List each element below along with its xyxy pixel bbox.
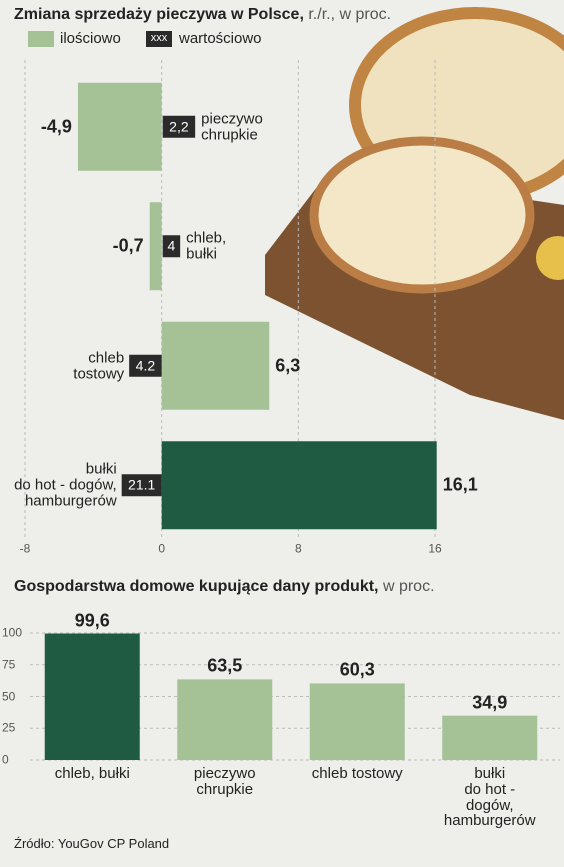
category-label: chleb tostowy bbox=[73, 349, 125, 382]
bar bbox=[442, 715, 538, 760]
value-label: 34,9 bbox=[472, 692, 508, 713]
bar bbox=[309, 683, 405, 760]
x-tick-label: 8 bbox=[294, 541, 302, 556]
value-label: -0,7 bbox=[112, 235, 144, 256]
legend-label: wartościowo bbox=[179, 30, 262, 48]
legend-sample: xxx bbox=[150, 32, 168, 45]
legend-label: ilościowo bbox=[60, 30, 121, 48]
bar bbox=[177, 679, 273, 760]
y-tick-label: 25 bbox=[2, 720, 16, 735]
value-box-label: 4 bbox=[167, 237, 176, 254]
x-tick-label: 16 bbox=[428, 541, 442, 556]
value-box bbox=[121, 474, 162, 497]
value-label: 63,5 bbox=[207, 655, 243, 676]
value-box bbox=[162, 235, 181, 258]
value-box-label: 4.2 bbox=[135, 357, 156, 374]
chart-title: Gospodarstwa domowe kupujące dany produk… bbox=[14, 578, 435, 595]
bar bbox=[77, 82, 162, 171]
chart-title: Zmiana sprzedaży pieczywa w Polsce, r./r… bbox=[14, 6, 392, 23]
y-tick-label: 0 bbox=[2, 752, 9, 767]
oil bbox=[536, 236, 564, 280]
value-label: 99,6 bbox=[74, 610, 110, 631]
value-label: 16,1 bbox=[442, 474, 478, 495]
y-tick-label: 75 bbox=[2, 657, 16, 672]
legend-swatch bbox=[28, 31, 54, 47]
category-label: bułki do hot - dogów, hamburgerów bbox=[14, 460, 117, 510]
category-label: chleb, bułki bbox=[54, 765, 130, 782]
category-label: pieczywo chrupkie bbox=[201, 110, 263, 143]
bar bbox=[161, 441, 437, 530]
value-box-label: 21.1 bbox=[128, 476, 156, 493]
value-box-label: 2,2 bbox=[169, 118, 189, 135]
x-tick-label: 0 bbox=[158, 541, 165, 556]
legend-swatch bbox=[146, 31, 172, 47]
value-label: -4,9 bbox=[40, 116, 72, 137]
bar bbox=[149, 202, 162, 291]
category-label: bułki do hot - dogów, hamburgerów bbox=[443, 765, 536, 830]
category-label: chleb, bułki bbox=[186, 229, 227, 263]
value-label: 60,3 bbox=[339, 659, 375, 680]
y-tick-label: 100 bbox=[2, 625, 23, 640]
bar bbox=[161, 321, 270, 410]
y-tick-label: 50 bbox=[2, 689, 16, 704]
category-label: chleb tostowy bbox=[311, 765, 403, 782]
category-label: pieczywo chrupkie bbox=[193, 765, 256, 798]
value-box bbox=[129, 354, 162, 377]
value-box bbox=[162, 115, 196, 138]
slice bbox=[309, 136, 535, 294]
x-tick-label: -8 bbox=[19, 541, 31, 556]
value-label: 6,3 bbox=[275, 355, 301, 376]
bread-photo bbox=[265, 7, 564, 420]
source: Źródło: YouGov CP Poland bbox=[14, 836, 170, 851]
bar bbox=[44, 633, 140, 760]
